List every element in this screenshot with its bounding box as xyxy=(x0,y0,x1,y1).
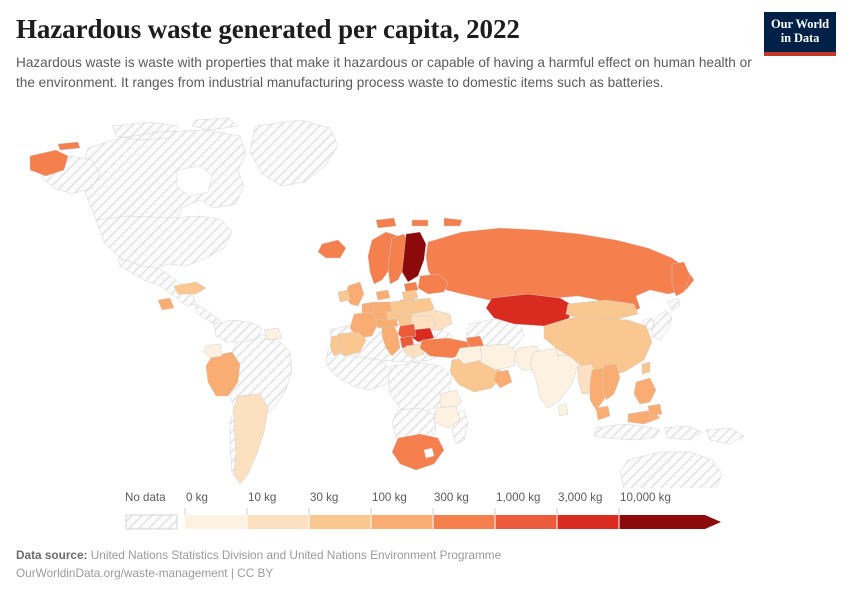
legend-tickmarks xyxy=(184,508,620,515)
country-united-states[interactable] xyxy=(95,215,233,271)
country-china[interactable] xyxy=(544,318,652,376)
footer-attribution-row: OurWorldinData.org/waste-management | CC… xyxy=(16,564,834,582)
country-kenya[interactable] xyxy=(440,390,462,410)
country-cuba[interactable] xyxy=(174,282,206,294)
region-west-africa[interactable] xyxy=(325,349,393,391)
world-map-svg[interactable] xyxy=(0,108,850,488)
country-portugal[interactable] xyxy=(330,336,342,356)
country-iceland[interactable] xyxy=(318,240,346,258)
country-vietnam[interactable] xyxy=(602,364,620,400)
data-source-value: United Nations Statistics Division and U… xyxy=(90,548,502,562)
country-argentina[interactable] xyxy=(234,394,268,484)
chart-subtitle: Hazardous waste is waste with properties… xyxy=(16,55,752,90)
country-indonesia[interactable] xyxy=(593,423,703,441)
country-papua-new-guinea[interactable] xyxy=(705,427,745,445)
country-japan[interactable] xyxy=(651,297,681,341)
legend-no-data-label: No data xyxy=(125,491,166,504)
country-greece[interactable] xyxy=(404,344,424,358)
legend-bin-6[interactable] xyxy=(557,515,619,529)
owid-logo-line2: in Data xyxy=(780,30,820,45)
country-latvia[interactable] xyxy=(402,290,418,300)
legend-tick-label-0: 0 kg xyxy=(186,491,208,504)
country-colombia-venezuela[interactable] xyxy=(213,319,263,343)
country-france[interactable] xyxy=(350,312,378,338)
country-central-america[interactable] xyxy=(195,303,221,325)
chart-header: Hazardous waste generated per capita, 20… xyxy=(16,14,834,92)
attribution-link[interactable]: OurWorldinData.org/waste-management | CC… xyxy=(16,566,274,581)
country-philippines[interactable] xyxy=(634,378,662,416)
legend-ticks xyxy=(246,515,620,529)
hudson-bay xyxy=(175,165,213,197)
country-ireland[interactable] xyxy=(338,290,350,302)
country-denmark[interactable] xyxy=(376,290,390,300)
legend-bins[interactable] xyxy=(184,508,721,529)
country-australia[interactable] xyxy=(619,451,723,488)
legend-bin-7[interactable] xyxy=(619,515,721,529)
country-estonia[interactable] xyxy=(404,282,418,292)
country-peru[interactable] xyxy=(206,352,240,396)
legend-tick-label-6: 3,000 kg xyxy=(558,491,602,504)
world-map[interactable] xyxy=(0,108,850,488)
country-benelux[interactable] xyxy=(362,302,374,314)
country-iraq[interactable] xyxy=(456,346,482,364)
country-taiwan[interactable] xyxy=(642,362,650,374)
legend-svg[interactable]: No data xyxy=(0,488,850,536)
legend-tick-label-7: 10,000 kg xyxy=(620,491,671,504)
country-alaska-region[interactable] xyxy=(30,142,80,176)
legend-tick-label-5: 1,000 kg xyxy=(496,491,540,504)
legend-no-data-swatch[interactable] xyxy=(125,514,178,530)
legend-bin-2[interactable] xyxy=(309,515,371,529)
legend-bin-1[interactable] xyxy=(247,515,309,529)
country-malaysia[interactable] xyxy=(596,406,660,424)
country-ecuador[interactable] xyxy=(204,344,222,358)
country-guatemala[interactable] xyxy=(158,298,174,310)
country-finland[interactable] xyxy=(402,232,426,282)
owid-logo-line1: Our World xyxy=(770,17,830,31)
region-svalbard[interactable] xyxy=(376,218,462,228)
chart-footer: Data source: United Nations Statistics D… xyxy=(16,546,834,583)
legend-tick-labels: 0 kg 10 kg 30 kg 100 kg 300 kg 1,000 kg … xyxy=(186,491,671,504)
country-greenland[interactable] xyxy=(249,119,339,187)
map-countries-data xyxy=(30,142,694,484)
legend-bin-3[interactable] xyxy=(371,515,433,529)
country-oman[interactable] xyxy=(494,370,512,388)
region-central-africa[interactable] xyxy=(387,361,453,415)
footer-source-row: Data source: United Nations Statistics D… xyxy=(16,546,834,564)
country-lesotho[interactable] xyxy=(423,447,435,459)
country-suriname[interactable] xyxy=(264,328,282,340)
page-title: Hazardous waste generated per capita, 20… xyxy=(16,14,520,44)
country-south-africa[interactable] xyxy=(392,434,444,470)
legend-tick-label-2: 30 kg xyxy=(310,491,338,504)
country-sri-lanka[interactable] xyxy=(558,404,568,416)
map-legend[interactable]: No data xyxy=(0,488,850,536)
owid-logo[interactable]: Our World in Data xyxy=(764,12,836,56)
region-kamchatka[interactable] xyxy=(672,262,690,296)
country-tanzania[interactable] xyxy=(434,406,460,428)
data-source-label: Data source: xyxy=(16,548,88,562)
legend-tick-label-4: 300 kg xyxy=(434,491,469,504)
legend-bin-5[interactable] xyxy=(495,515,557,529)
country-austria-switzerland[interactable] xyxy=(376,318,398,328)
legend-tick-label-1: 10 kg xyxy=(248,491,276,504)
legend-bin-4[interactable] xyxy=(433,515,495,529)
country-mexico[interactable] xyxy=(117,257,197,307)
country-iran[interactable] xyxy=(480,344,518,370)
legend-bin-0[interactable] xyxy=(185,515,247,529)
legend-tick-label-3: 100 kg xyxy=(372,491,407,504)
legend-no-data[interactable]: No data xyxy=(125,491,178,530)
country-russia-west[interactable] xyxy=(418,274,448,294)
country-mongolia[interactable] xyxy=(566,300,638,320)
